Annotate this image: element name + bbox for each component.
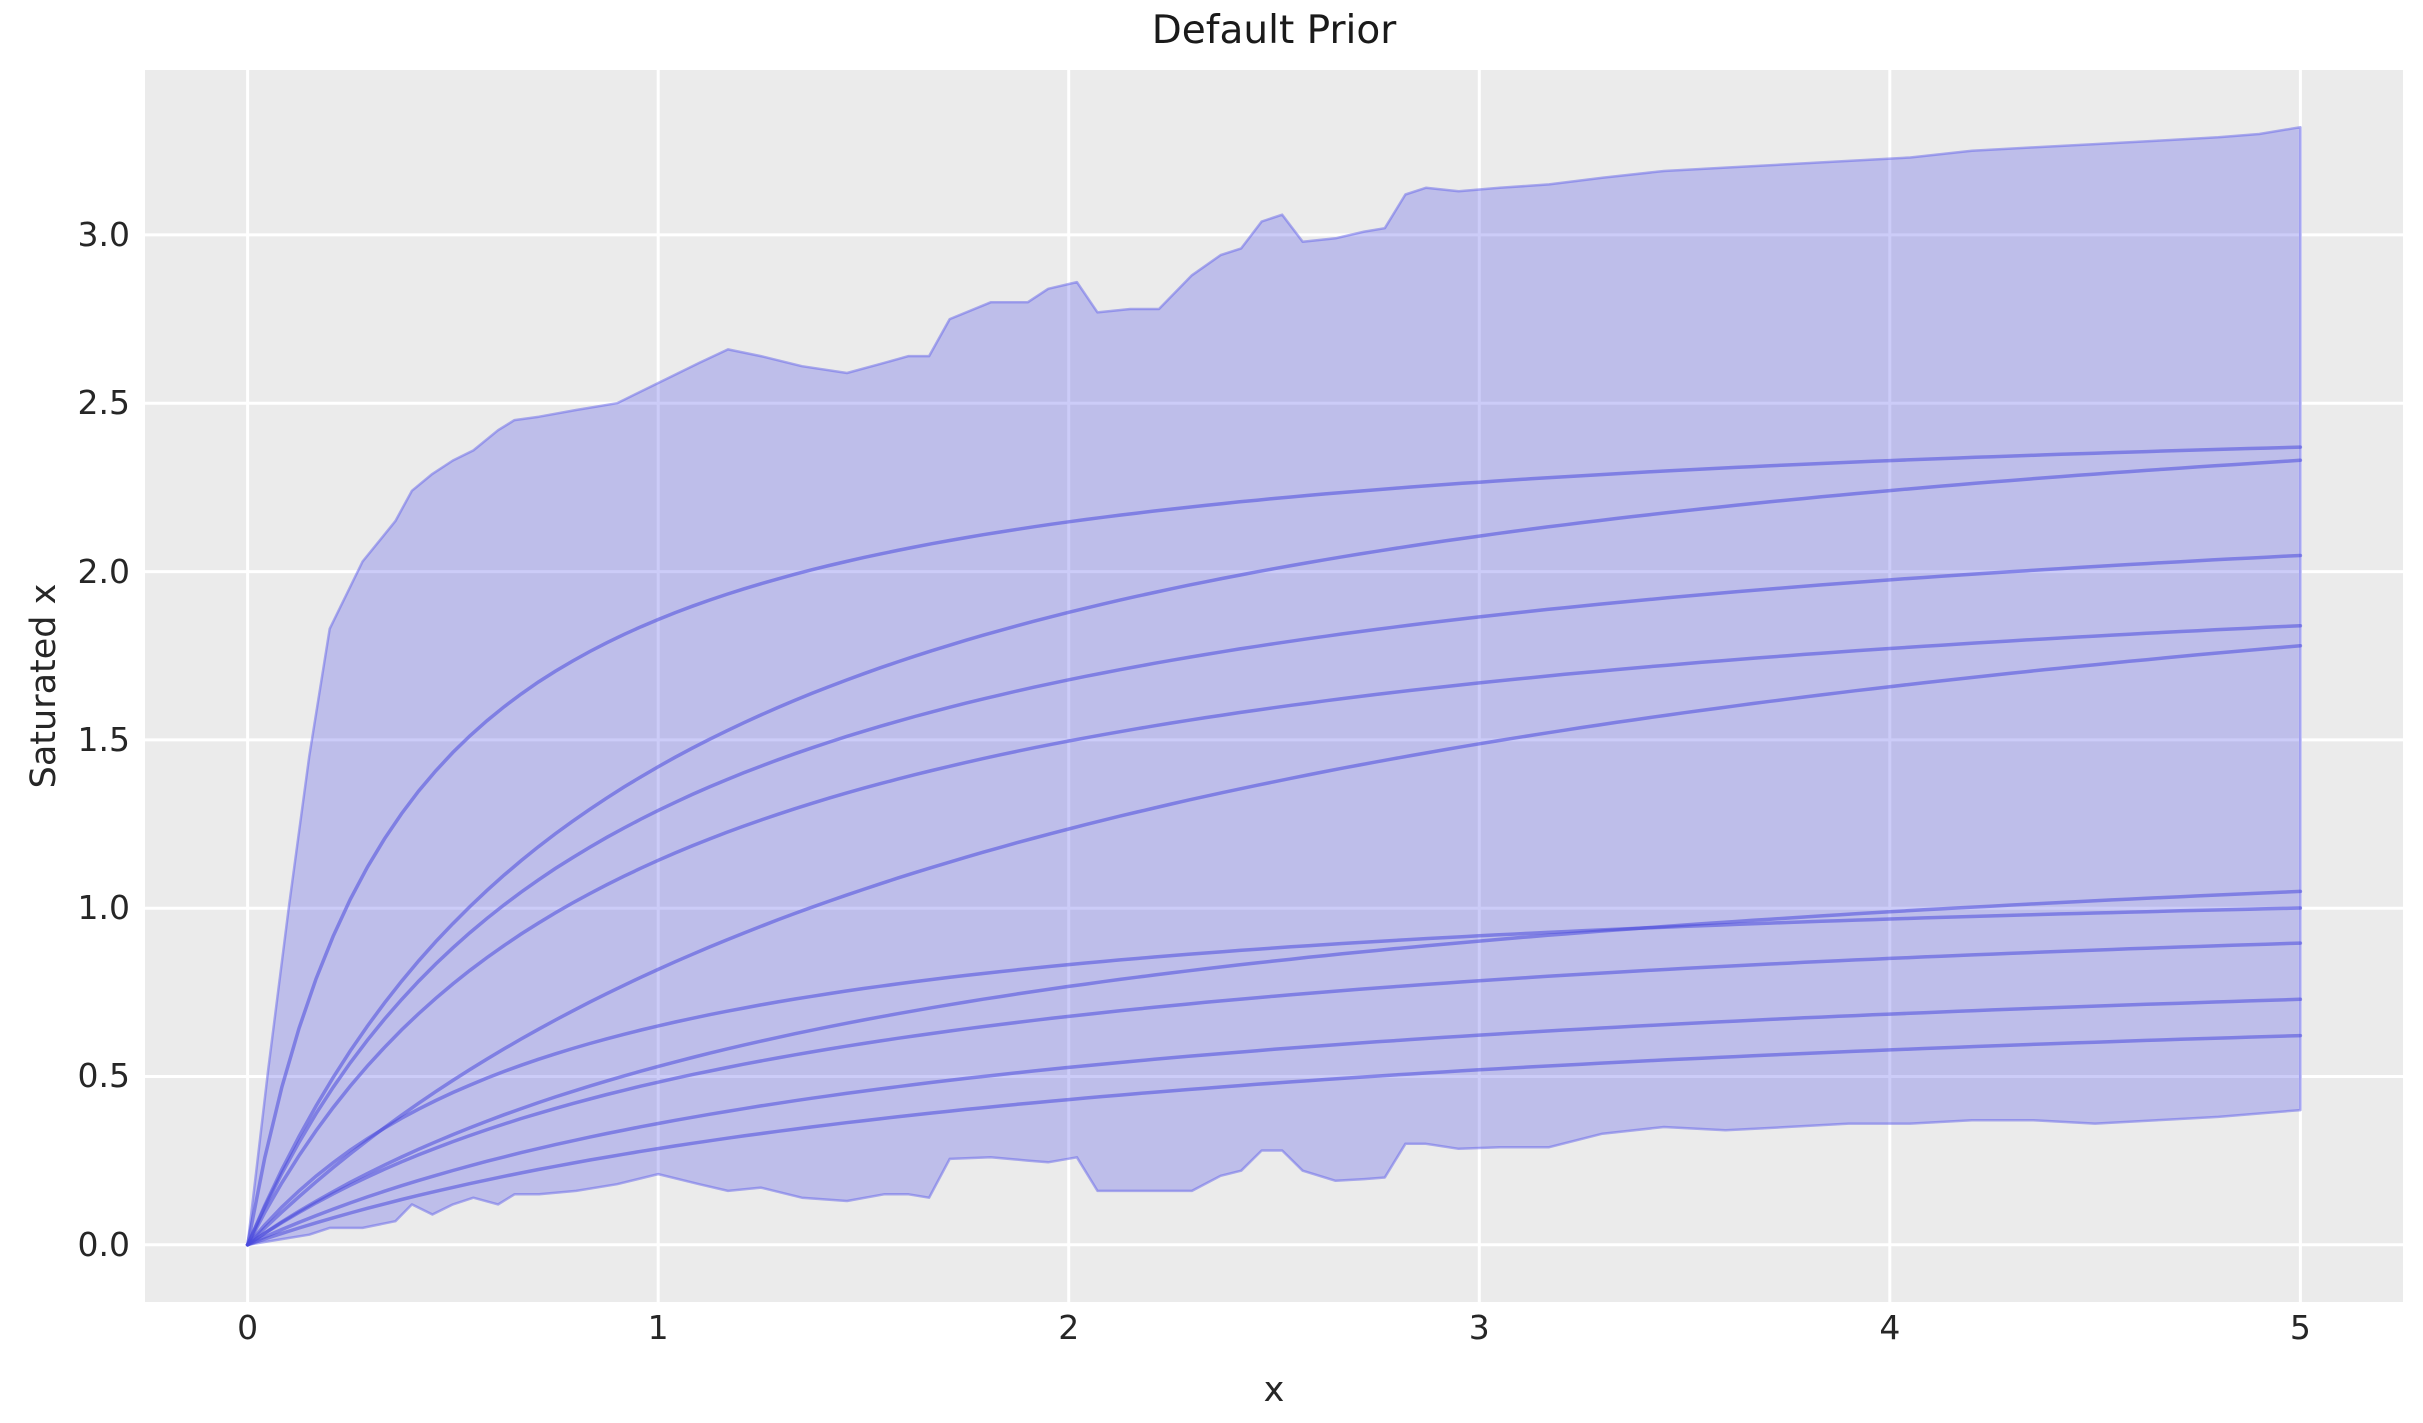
y-tick-label: 3.0 [77, 214, 130, 254]
prior-sample-7 [245, 906, 2303, 1247]
y-tick-label: 2.5 [77, 383, 130, 423]
x-tick-label: 4 [1879, 1308, 1901, 1347]
y-tick-label: 0.5 [77, 1056, 130, 1096]
x-tick-label: 2 [1058, 1308, 1080, 1347]
chart-title: Default Prior [1151, 8, 1397, 53]
y-tick-label: 1.5 [77, 719, 130, 759]
x-tick-label: 1 [647, 1308, 669, 1347]
prior-hdi-band [246, 125, 2302, 1247]
prior-sample-9 [245, 997, 2303, 1247]
y-tick-label: 2.0 [77, 551, 130, 591]
prior-sample-5 [245, 643, 2303, 1247]
axes-background [145, 70, 2403, 1302]
prior-sample-10 [245, 1033, 2303, 1247]
prior-sample-4 [245, 624, 2303, 1247]
prior-sample-8 [245, 941, 2303, 1247]
prior-sample-2 [245, 458, 2303, 1247]
prior-sample-6 [245, 889, 2303, 1247]
x-tick-label: 0 [237, 1308, 259, 1347]
y-axis-label: Saturated x [24, 583, 64, 789]
y-tick-label: 1.0 [77, 888, 130, 928]
x-tick-label: 5 [2289, 1308, 2311, 1347]
x-axis-label: x [1263, 1370, 1285, 1410]
prior-sample-1 [245, 445, 2303, 1247]
plot-area [145, 70, 2403, 1302]
y-tick-label: 0.0 [77, 1224, 130, 1264]
x-tick-label: 3 [1468, 1308, 1490, 1347]
prior-sample-3 [245, 553, 2303, 1247]
